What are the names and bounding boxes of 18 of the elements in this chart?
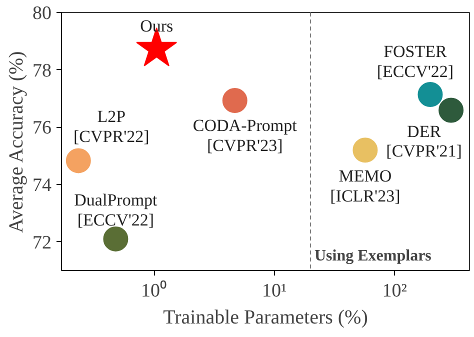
series-label: DER [CVPR'21] xyxy=(386,122,462,161)
y-tick-label: 76 xyxy=(32,118,52,139)
series-label: FOSTER [ECCV'22] xyxy=(376,42,454,81)
x-tick-label: 10¹ xyxy=(262,280,287,302)
x-axis-title: Trainable Parameters (%) xyxy=(163,306,368,328)
series-label: DualPrompt [ECCV'22] xyxy=(74,190,158,230)
y-tick-label: 78 xyxy=(32,60,52,82)
y-tick-label: 74 xyxy=(32,175,52,196)
series-label: MEMO [ICLR'23] xyxy=(330,166,400,206)
y-tick-label: 80 xyxy=(32,3,52,24)
series-label: CODA-Prompt [CVPR'23] xyxy=(192,116,298,155)
series-label: L2P [CVPR'22] xyxy=(74,107,150,146)
y-tick-label: 72 xyxy=(32,232,52,254)
y-axis-title: Average Accuracy (%) xyxy=(6,51,28,233)
x-tick-label: 10⁰ xyxy=(141,280,168,302)
x-tick-label: 10² xyxy=(382,280,408,302)
ref-line-label: Using Exemplars xyxy=(314,248,432,264)
series-label: Ours xyxy=(140,16,174,36)
